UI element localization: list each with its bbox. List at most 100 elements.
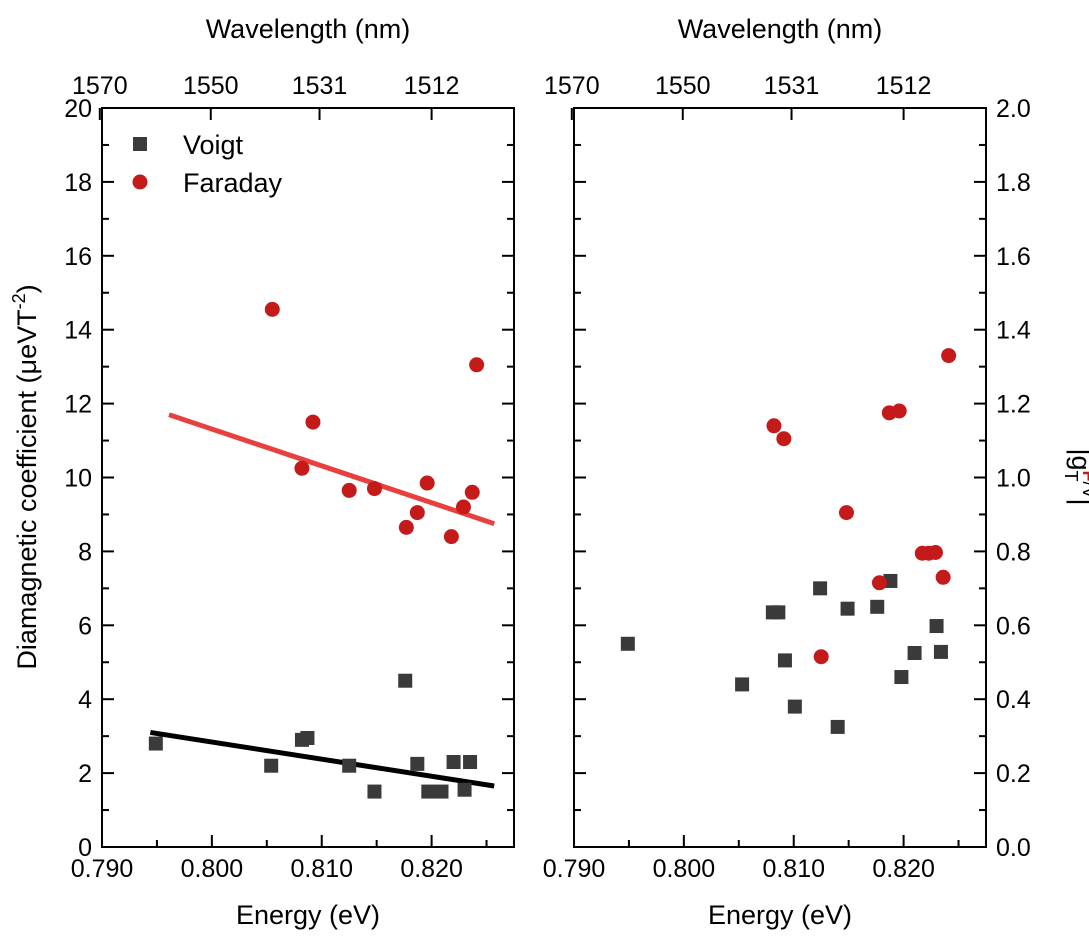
- faraday-point: [464, 484, 480, 500]
- top-x-tick-label: 1512: [404, 72, 460, 100]
- y-tick-label: 0.0: [996, 834, 1031, 862]
- faraday-point: [294, 460, 310, 476]
- legend-voigt-marker: [133, 137, 147, 151]
- top-x-tick-label: 1550: [655, 72, 711, 100]
- y-tick-label: 1.4: [996, 317, 1031, 345]
- faraday-point: [776, 431, 792, 447]
- legend-faraday-label: Faraday: [183, 168, 283, 198]
- voigt-point: [264, 758, 279, 773]
- faraday-point: [398, 519, 414, 535]
- legend-faraday-marker: [132, 174, 148, 190]
- top-x-tick-label: 1570: [544, 72, 600, 100]
- faraday-point: [838, 505, 854, 521]
- faraday-point: [366, 481, 382, 497]
- y-tick-label: 12: [64, 391, 92, 419]
- right-top-axis-label: Wavelength (nm): [678, 14, 883, 44]
- voigt-point: [434, 784, 449, 799]
- right-x-axis-label: Energy (eV): [708, 900, 852, 930]
- faraday-point: [766, 418, 782, 434]
- y-tick-label: 0.4: [996, 686, 1031, 714]
- voigt-point: [367, 784, 382, 799]
- y-tick-label: 16: [64, 243, 92, 271]
- voigt-point: [787, 699, 802, 714]
- top-x-tick-label: 1531: [292, 72, 348, 100]
- voigt-point: [421, 784, 436, 799]
- x-tick-label: 0.800: [181, 855, 244, 883]
- right-ticks: [570, 107, 986, 848]
- left-panel: 0.790 0.800 0.810 0.820 1570 1550 1531 1512 0 2 4 6…: [9, 14, 515, 930]
- faraday-point: [941, 348, 957, 364]
- left-y-axis-label: Diamagnetic coefficient (μeVT-2): [9, 284, 42, 669]
- left-y-axis-label-sup: -2: [9, 293, 29, 309]
- left-top-axis-label: Wavelength (nm): [206, 14, 411, 44]
- right-y-axis-label-sup-f: F: [1079, 471, 1089, 482]
- y-tick-label: 0.2: [996, 760, 1031, 788]
- left-fit-lines: [149, 412, 496, 789]
- right-y-axis-label-sup-v: /V: [1079, 482, 1089, 499]
- x-tick-label: 0.810: [290, 855, 353, 883]
- top-x-tick-label: 1531: [764, 72, 820, 100]
- voigt-point: [446, 755, 461, 770]
- right-data-points: [620, 348, 957, 734]
- x-tick-label: 0.810: [762, 855, 825, 883]
- voigt-point: [463, 755, 478, 770]
- y-tick-label: 0.6: [996, 612, 1031, 640]
- left-x-axis-label: Energy (eV): [236, 900, 380, 930]
- left-ticks: [98, 107, 514, 848]
- right-y-axis-label-end: |: [1066, 499, 1089, 506]
- right-tick-labels: 0.790 0.800 0.810 0.820 1570 1550 1531 1512 0.0 0…: [543, 72, 1031, 883]
- left-data-points: [148, 301, 485, 799]
- x-tick-label: 0.790: [543, 855, 606, 883]
- y-tick-label: 18: [64, 169, 92, 197]
- voigt-point: [410, 756, 425, 771]
- y-tick-label: 6: [78, 612, 92, 640]
- voigt-point: [933, 644, 948, 659]
- faraday-point: [891, 403, 907, 419]
- y-tick-label: 10: [64, 465, 92, 493]
- legend: Voigt Faraday: [132, 130, 283, 198]
- right-panel: 0.790 0.800 0.810 0.820 1570 1550 1531 1512 0.0 0…: [543, 14, 1089, 930]
- y-tick-label: 1.0: [996, 465, 1031, 493]
- y-tick-label: 2.0: [996, 95, 1031, 123]
- voigt-point: [907, 646, 922, 661]
- legend-voigt-label: Voigt: [183, 130, 244, 160]
- faraday-point: [455, 499, 471, 515]
- y-tick-label: 14: [64, 317, 92, 345]
- voigt-point: [929, 619, 944, 634]
- voigt-point: [300, 730, 315, 745]
- faraday-point: [305, 414, 321, 430]
- faraday-point: [469, 357, 485, 373]
- y-tick-label: 8: [78, 538, 92, 566]
- top-x-tick-label: 1570: [72, 72, 128, 100]
- faraday-point: [935, 569, 951, 585]
- left-y-axis-label-main: Diamagnetic coefficient (μeVT: [12, 309, 42, 669]
- voigt-point: [870, 599, 885, 614]
- faraday-point: [443, 529, 459, 545]
- y-tick-label: 1.6: [996, 243, 1031, 271]
- left-tick-labels: 0.790 0.800 0.810 0.820 1570 1550 1531 1512 0 2 4 6…: [64, 72, 463, 883]
- y-tick-label: 0.8: [996, 538, 1031, 566]
- faraday-point: [813, 649, 829, 665]
- left-y-axis-label-end: ): [12, 284, 42, 293]
- voigt-point: [771, 605, 786, 620]
- y-tick-label: 4: [78, 686, 92, 714]
- y-tick-label: 2: [78, 760, 92, 788]
- voigt-point: [148, 736, 163, 751]
- faraday-point: [409, 505, 425, 521]
- voigt-point: [735, 677, 750, 692]
- y-tick-label: 0: [78, 834, 92, 862]
- y-tick-label: 20: [64, 95, 92, 123]
- voigt-point: [830, 719, 845, 734]
- x-tick-label: 0.790: [71, 855, 134, 883]
- right-plot-frame: [573, 107, 987, 848]
- faraday-point: [419, 475, 435, 491]
- voigt-point: [883, 573, 898, 588]
- right-y-axis-label-sub: T: [1061, 471, 1081, 482]
- voigt-point: [457, 782, 472, 797]
- x-tick-label: 0.800: [653, 855, 716, 883]
- top-x-tick-label: 1512: [876, 72, 932, 100]
- voigt-point: [840, 601, 855, 616]
- fit-line: [149, 729, 495, 789]
- right-y-axis-label: |gTF/V|: [1061, 448, 1089, 505]
